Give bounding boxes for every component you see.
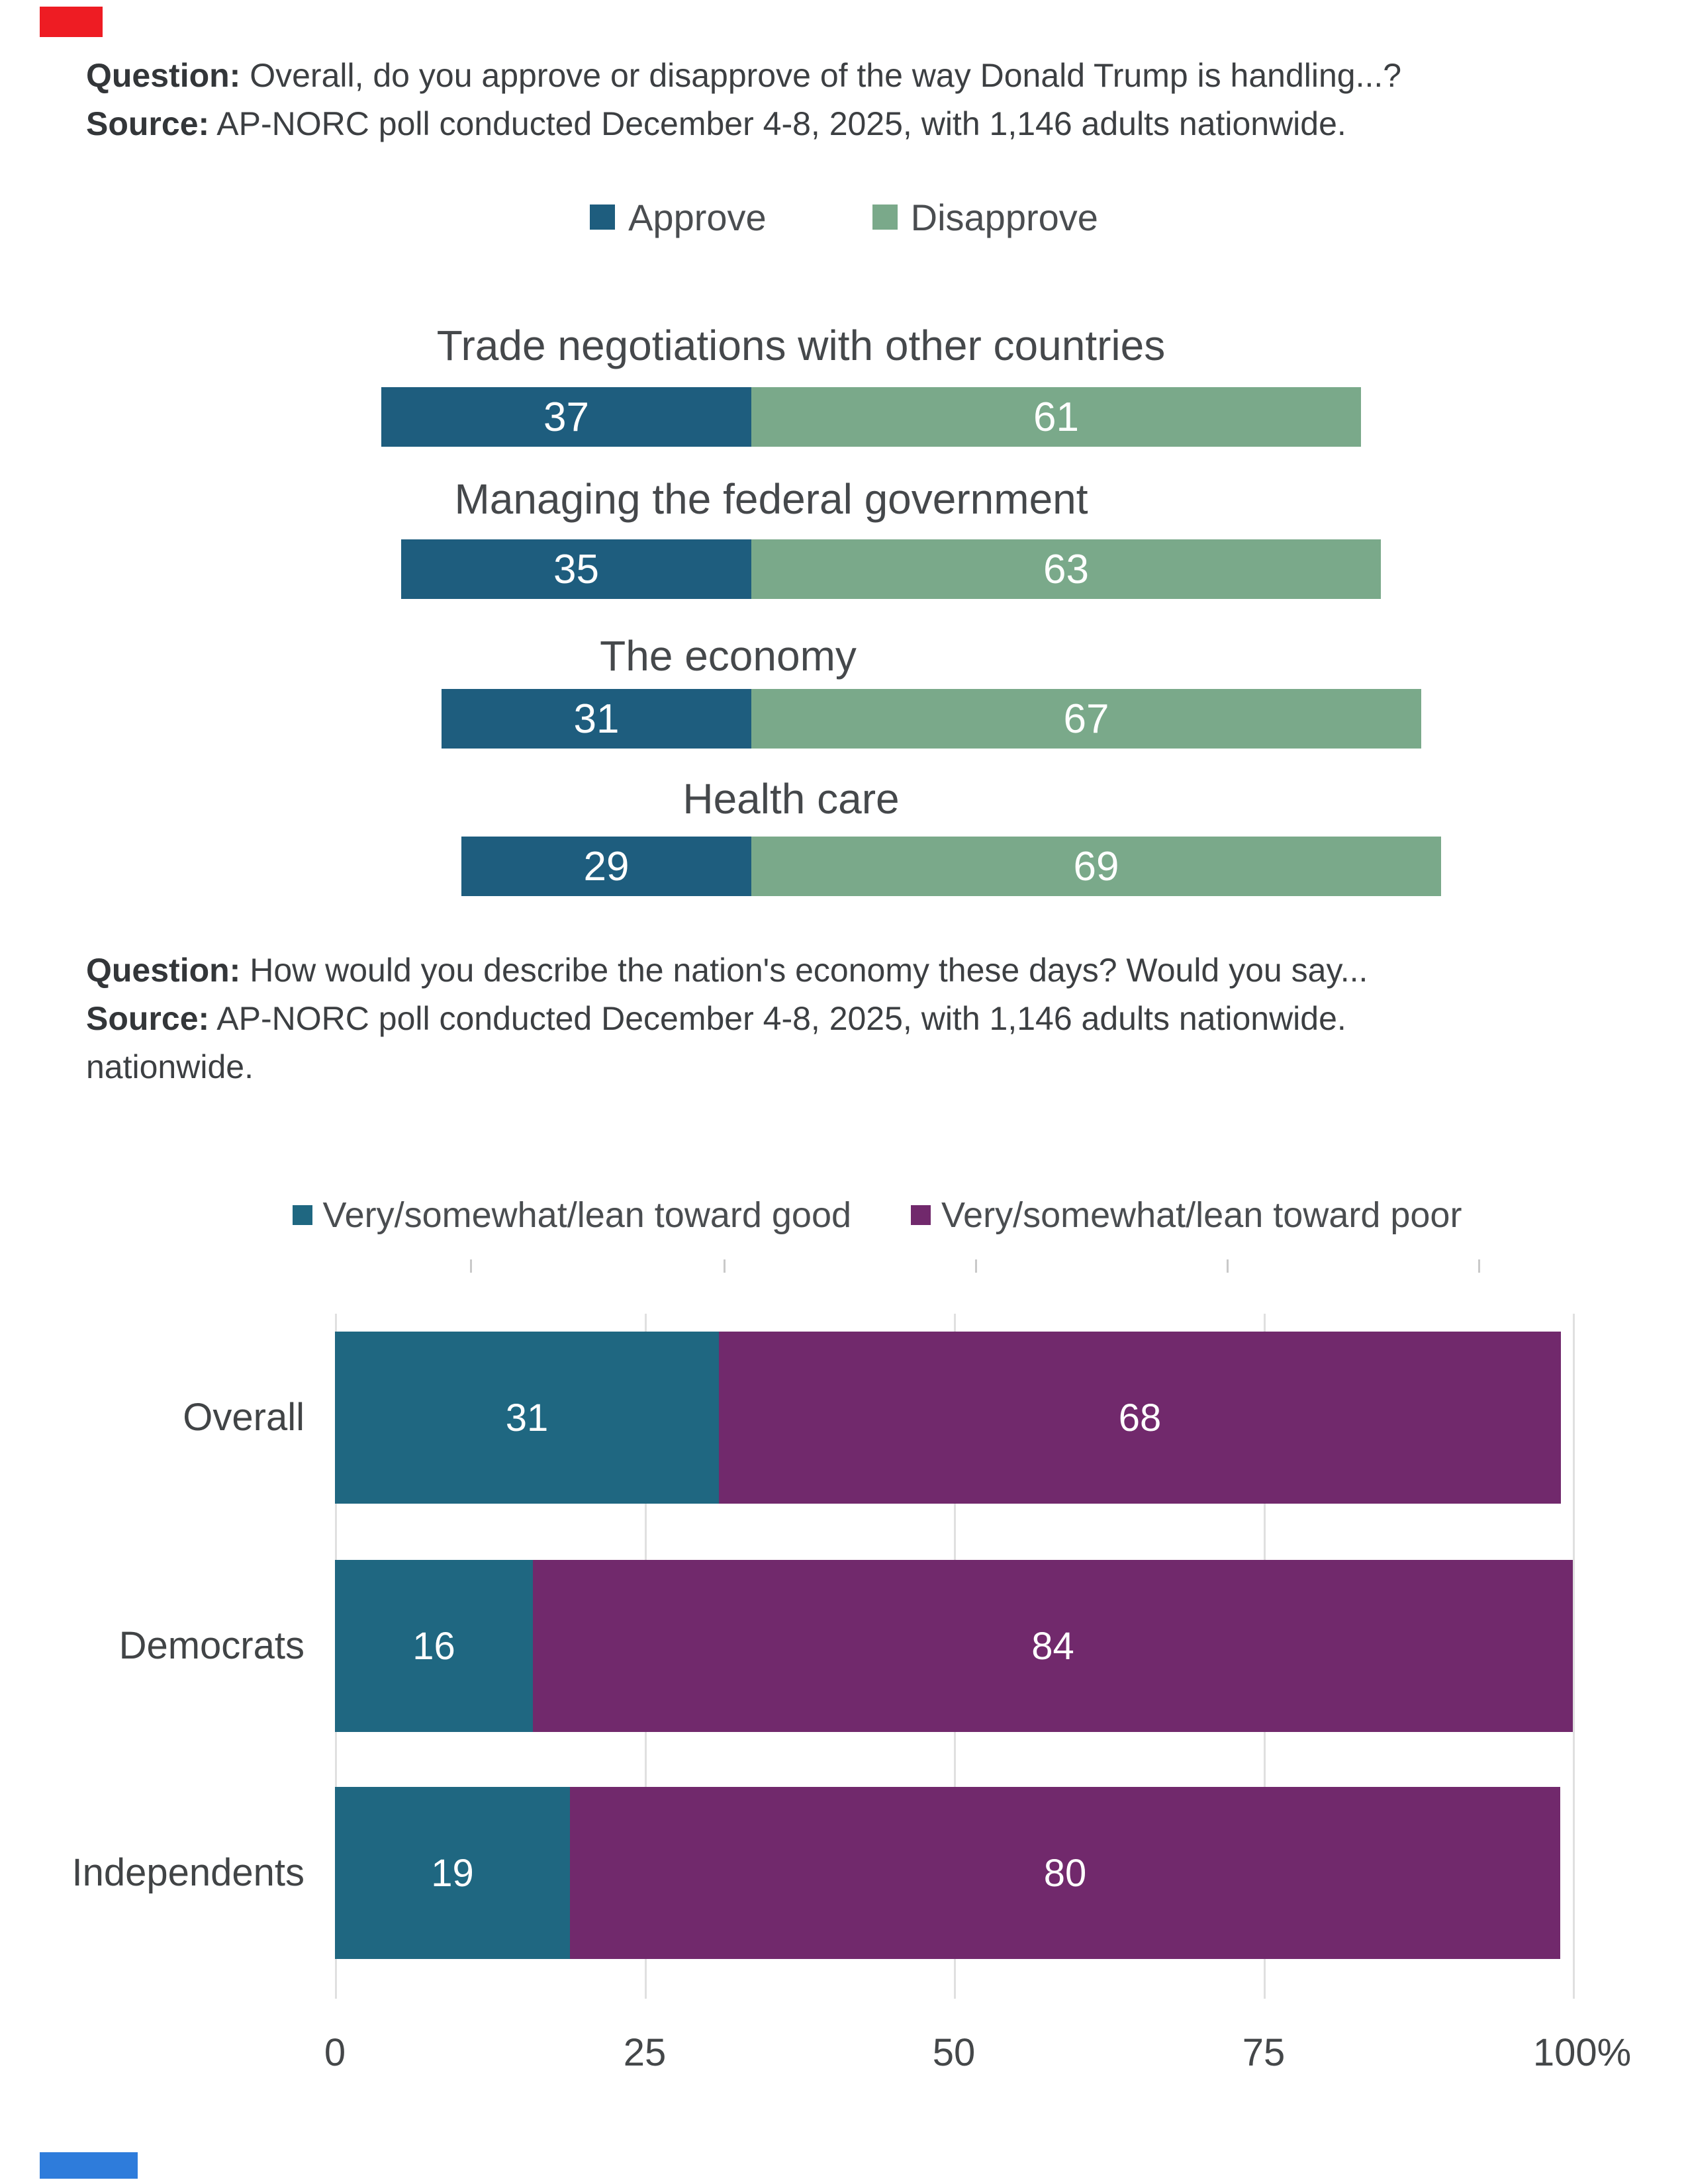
source2-label: Source: xyxy=(86,1000,210,1037)
x-axis-tick-label: 75 xyxy=(1242,2031,1286,2074)
good-bar-segment: 16 xyxy=(335,1560,533,1732)
question1-label: Question: xyxy=(86,57,241,94)
question1-text: Overall, do you approve or disapprove of… xyxy=(240,57,1402,94)
bar-row: 37 61 xyxy=(381,387,1361,447)
plot-top-tick xyxy=(1478,1259,1480,1273)
disapprove-bar-segment: 63 xyxy=(751,539,1381,599)
question2-block: Question: How would you describe the nat… xyxy=(86,946,1628,1091)
question2-label: Question: xyxy=(86,952,241,989)
legend-label: Approve xyxy=(628,196,767,238)
poor-bar-segment: 80 xyxy=(570,1787,1560,1959)
chart2-legend: Very/somewhat/lean toward good Very/somew… xyxy=(33,1195,1688,1235)
approve-bar-segment: 29 xyxy=(461,837,751,896)
approve-value-label: 29 xyxy=(583,843,630,889)
approve-bar-segment: 37 xyxy=(381,387,751,447)
legend-swatch-icon xyxy=(911,1205,931,1225)
disapprove-value-label: 63 xyxy=(1043,546,1089,592)
source1-label: Source: xyxy=(86,105,210,142)
disapprove-bar-segment: 69 xyxy=(751,837,1441,896)
poor-value-label: 84 xyxy=(1031,1624,1074,1668)
plot-top-tick xyxy=(470,1259,472,1273)
category-label: Democrats xyxy=(118,1624,305,1667)
good-bar-segment: 31 xyxy=(335,1332,719,1504)
question1-block: Question: Overall, do you approve or dis… xyxy=(86,52,1628,148)
disapprove-bar-segment: 61 xyxy=(751,387,1361,447)
good-bar-segment: 19 xyxy=(335,1787,570,1959)
legend-swatch-icon xyxy=(590,205,616,230)
poor-value-label: 80 xyxy=(1043,1851,1087,1895)
disapprove-value-label: 69 xyxy=(1073,843,1119,889)
chart1-legend: Approve Disapprove xyxy=(0,196,1688,238)
question1-line: Question: Overall, do you approve or dis… xyxy=(86,52,1628,100)
category-title: The economy xyxy=(600,632,857,680)
legend-item-second: Very/somewhat/lean toward poor xyxy=(911,1195,1462,1236)
disapprove-value-label: 67 xyxy=(1063,696,1109,742)
crop-artifact-blue xyxy=(40,2152,138,2179)
source1-text: AP-NORC poll conducted December 4-8, 202… xyxy=(209,105,1346,142)
approve-value-label: 35 xyxy=(553,546,599,592)
legend-item-second: Disapprove xyxy=(872,196,1098,239)
legend-item-first: Approve xyxy=(590,196,767,239)
x-axis-tick-label: 50 xyxy=(932,2031,976,2074)
bar-row: 31 67 xyxy=(442,689,1421,749)
gridline-vertical xyxy=(1573,1314,1575,1999)
crop-artifact-red xyxy=(40,7,103,37)
legend-swatch-icon xyxy=(292,1205,312,1225)
bar-row: 29 69 xyxy=(461,837,1441,896)
plot-top-tick xyxy=(975,1259,977,1273)
x-axis-tick-label: 100% xyxy=(1532,2031,1632,2074)
question2-text: How would you describe the nation's econ… xyxy=(240,952,1368,989)
bar-row: 19 80 xyxy=(335,1787,1560,1959)
approve-value-label: 37 xyxy=(543,394,589,440)
bar-row: 35 63 xyxy=(401,539,1381,599)
good-value-label: 19 xyxy=(431,1851,474,1895)
legend-label: Disapprove xyxy=(910,196,1098,238)
source2-line: Source: AP-NORC poll conducted December … xyxy=(86,995,1628,1043)
good-value-label: 16 xyxy=(412,1624,455,1668)
category-label: Overall xyxy=(183,1396,305,1439)
disapprove-bar-segment: 67 xyxy=(751,689,1421,749)
legend-swatch-icon xyxy=(872,205,898,230)
source1-line: Source: AP-NORC poll conducted December … xyxy=(86,100,1628,148)
category-title: Managing the federal government xyxy=(454,475,1088,523)
category-title: Trade negotiations with other countries xyxy=(436,322,1166,369)
approve-value-label: 31 xyxy=(573,696,620,742)
plot-top-tick xyxy=(1227,1259,1229,1273)
poor-bar-segment: 84 xyxy=(533,1560,1573,1732)
plot-top-tick xyxy=(724,1259,726,1273)
disapprove-value-label: 61 xyxy=(1033,394,1079,440)
legend-label: Very/somewhat/lean toward poor xyxy=(941,1195,1462,1235)
bar-row: 31 68 xyxy=(335,1332,1561,1504)
legend-label: Very/somewhat/lean toward good xyxy=(322,1195,852,1235)
question2-line: Question: How would you describe the nat… xyxy=(86,946,1628,995)
bar-row: 16 84 xyxy=(335,1560,1573,1732)
approve-bar-segment: 31 xyxy=(442,689,751,749)
legend-item-first: Very/somewhat/lean toward good xyxy=(292,1195,852,1236)
x-axis-tick-label: 25 xyxy=(623,2031,667,2074)
poor-bar-segment: 68 xyxy=(719,1332,1561,1504)
category-title: Health care xyxy=(682,775,900,823)
x-axis-tick-label: 0 xyxy=(324,2031,346,2074)
source2-line2: nationwide. xyxy=(86,1048,254,1085)
poor-value-label: 68 xyxy=(1118,1396,1162,1439)
good-value-label: 31 xyxy=(505,1396,549,1439)
source2-text: AP-NORC poll conducted December 4-8, 202… xyxy=(209,1000,1346,1037)
category-label: Independents xyxy=(71,1851,305,1894)
approve-bar-segment: 35 xyxy=(401,539,751,599)
